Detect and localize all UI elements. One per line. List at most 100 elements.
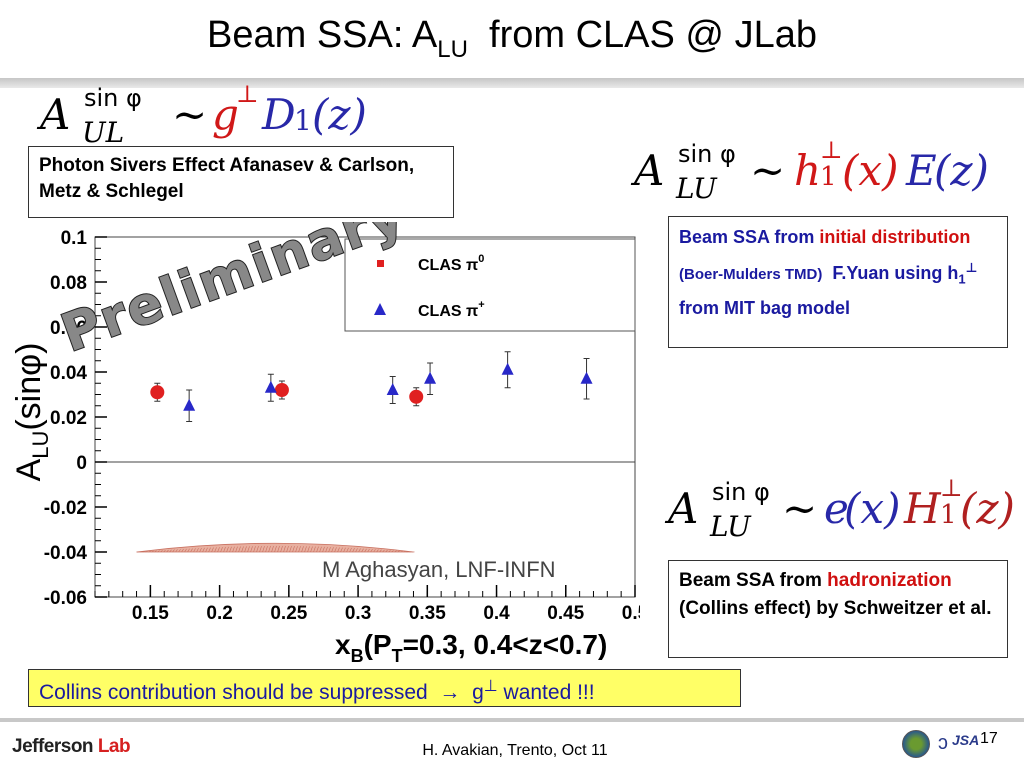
- chart-credit: M Aghasyan, LNF-INFN: [322, 557, 556, 582]
- band-hatch: [217, 547, 220, 553]
- x-tick-label: 0.3: [345, 603, 371, 624]
- band-hatch: [151, 550, 154, 553]
- formula-aul-d: D: [262, 90, 296, 139]
- band-hatch: [319, 546, 322, 553]
- band-hatch: [259, 545, 262, 553]
- band-hatch: [301, 546, 304, 553]
- band-hatch: [166, 549, 169, 553]
- band-hatch: [337, 547, 340, 553]
- jefferson-lab-logo: Jefferson Lab: [12, 736, 131, 758]
- band-hatch: [277, 545, 280, 553]
- band-hatch: [316, 546, 319, 553]
- x-tick-label: 0.5: [622, 603, 640, 624]
- band-hatch: [295, 546, 298, 553]
- formula-e-e: e: [824, 484, 849, 533]
- band-hatch: [229, 546, 232, 553]
- band-hatch: [376, 549, 379, 553]
- initial-text-mit: from MIT bag model: [679, 297, 850, 318]
- formula-h1-sup: sin φ: [678, 140, 736, 168]
- x-label-part-1: B: [351, 646, 364, 666]
- band-hatch: [391, 550, 394, 553]
- initial-text-sup: ⊥: [965, 260, 978, 275]
- data-point-piplus: [264, 380, 277, 393]
- formula-alu-h1: A sin φ LU ~ h ⊥ 1 (x) E (z): [634, 136, 989, 205]
- x-tick-label: 0.2: [206, 603, 232, 624]
- band-hatch: [328, 546, 331, 553]
- band-hatch: [403, 551, 406, 553]
- data-point-piplus: [183, 398, 196, 411]
- band-hatch: [304, 546, 307, 553]
- band-hatch: [172, 549, 175, 553]
- x-label-part-4: =0.3, 0.4<z<0.7): [403, 629, 608, 660]
- band-hatch: [280, 545, 283, 553]
- formula-aul-a: A: [40, 90, 71, 139]
- y-label-main: A: [10, 458, 48, 481]
- formula-h1-one: 1: [820, 162, 837, 192]
- band-hatch: [370, 549, 373, 553]
- initial-text-yuan: F.Yuan using h: [822, 263, 959, 283]
- title-main: Beam SSA: A: [207, 14, 438, 56]
- formula-h1-perp: ⊥: [820, 136, 843, 164]
- formula-h1-arg2: (z): [934, 146, 989, 195]
- y-tick-label: 0.1: [61, 228, 88, 249]
- initial-text-sub: 1: [958, 271, 966, 287]
- y-tick-label: -0.04: [44, 543, 88, 564]
- formula-e-sub: LU: [710, 510, 751, 543]
- formula-e-arg2: (z): [960, 484, 1015, 533]
- note-perp: ⊥: [483, 678, 498, 695]
- band-hatch: [385, 549, 388, 553]
- data-point-piplus: [424, 371, 437, 384]
- band-hatch: [184, 548, 187, 553]
- band-hatch: [244, 546, 247, 553]
- band-hatch: [349, 547, 352, 553]
- band-hatch: [286, 545, 289, 553]
- data-point-piplus: [386, 383, 399, 395]
- formula-e-sup: sin φ: [712, 478, 770, 506]
- band-hatch: [199, 547, 202, 553]
- band-hatch: [367, 548, 370, 553]
- y-tick-label: 0.04: [50, 363, 87, 384]
- x-tick-label: 0.45: [547, 603, 584, 624]
- y-tick-label: 0.02: [50, 408, 87, 429]
- band-hatch: [307, 546, 310, 553]
- y-tick-label: 0.06: [50, 318, 87, 339]
- slide-title: Beam SSA: ALU from CLAS @ JLab: [0, 14, 1024, 64]
- x-label-part-2: (P: [364, 629, 392, 660]
- title-rest: from CLAS @ JLab: [467, 14, 817, 56]
- formula-e-one: 1: [940, 500, 957, 530]
- note-text-1: Collins contribution should be suppresse…: [39, 681, 440, 704]
- x-tick-label: 0.35: [409, 603, 446, 624]
- legend-box: [344, 238, 636, 332]
- formula-e-a: A: [668, 484, 699, 533]
- band-hatch: [358, 548, 361, 553]
- formula-aul-rel: ~: [172, 90, 208, 139]
- band-hatch: [160, 550, 163, 553]
- band-hatch: [193, 548, 196, 553]
- x-tick-label: 0.4: [483, 603, 510, 624]
- legend-marker-triangle: [374, 303, 386, 315]
- band-hatch: [361, 548, 364, 553]
- y-axis-label: ALU(sinφ): [10, 343, 53, 482]
- band-hatch: [214, 547, 217, 553]
- band-hatch: [298, 546, 301, 553]
- y-tick-label: -0.06: [44, 588, 87, 609]
- band-hatch: [196, 548, 199, 553]
- legend-marker-square: [377, 260, 384, 267]
- band-hatch: [253, 546, 256, 553]
- band-hatch: [346, 547, 349, 553]
- initial-text-tmd: (Boer-Mulders TMD): [679, 266, 823, 283]
- band-hatch: [289, 545, 292, 553]
- band-hatch: [148, 550, 151, 553]
- band-hatch: [226, 546, 229, 553]
- band-hatch: [223, 546, 226, 553]
- band-hatch: [247, 546, 250, 553]
- formula-h1-arg1: (x): [842, 146, 899, 195]
- band-hatch: [292, 546, 295, 553]
- alu-chart: 0.1 0.08 0.06 0.04 0.02 0 -0.02 -0.04 -0.06 0.15 0…: [10, 222, 640, 666]
- band-hatch: [205, 547, 208, 553]
- formula-e-rel: ~: [782, 484, 818, 533]
- formula-alu-e: A sin φ LU ~ e (x) H ⊥ 1 (z): [668, 474, 1015, 543]
- band-hatch: [175, 549, 178, 553]
- y-label-sub: LU: [28, 431, 53, 459]
- band-hatch: [397, 550, 400, 553]
